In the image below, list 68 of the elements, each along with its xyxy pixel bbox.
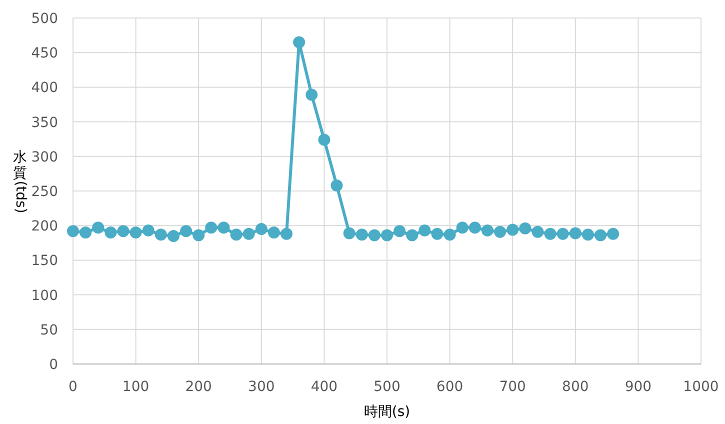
- point: [343, 227, 356, 240]
- point: [205, 222, 218, 234]
- point: [104, 226, 117, 239]
- point: [218, 222, 230, 234]
- point: [607, 228, 620, 240]
- point: [418, 224, 431, 236]
- point: [519, 222, 532, 234]
- point: [594, 229, 607, 242]
- y-tick-label: 200: [31, 218, 58, 235]
- point: [556, 228, 569, 240]
- point: [67, 225, 79, 238]
- y-tick-label: 100: [31, 288, 58, 304]
- point: [394, 225, 406, 238]
- point: [569, 227, 582, 240]
- point: [293, 36, 306, 48]
- point: [494, 226, 506, 238]
- point: [381, 229, 393, 242]
- point: [456, 222, 468, 234]
- y-tick-label: 450: [31, 46, 58, 62]
- point: [230, 228, 242, 241]
- y-tick-label: 400: [31, 80, 58, 96]
- x-tick-label: 800: [562, 379, 589, 395]
- x-tick-label: 300: [248, 379, 275, 395]
- x-tick-label: 400: [310, 379, 338, 395]
- y-axis-title: 水質(tds): [12, 150, 28, 214]
- point: [532, 226, 544, 238]
- point: [582, 228, 594, 241]
- y-tick-label: 300: [31, 149, 58, 166]
- point: [154, 228, 167, 241]
- x-tick-label: 700: [499, 379, 526, 395]
- point: [117, 225, 130, 238]
- point: [142, 224, 154, 236]
- point: [306, 88, 318, 101]
- point: [318, 134, 330, 146]
- y-tick-label: 0: [49, 357, 58, 373]
- point: [280, 228, 293, 240]
- point: [368, 229, 380, 242]
- point: [192, 229, 205, 242]
- y-tick-label: 150: [31, 253, 58, 270]
- point: [80, 226, 92, 239]
- y-tick-label: 350: [31, 114, 58, 131]
- point: [544, 228, 556, 240]
- x-tick-label: 600: [436, 379, 464, 395]
- x-tick-label: 1000: [683, 379, 719, 395]
- point: [242, 228, 255, 240]
- point: [180, 225, 192, 238]
- point: [268, 226, 280, 239]
- point: [431, 228, 444, 240]
- x-tick-label: 900: [624, 379, 652, 395]
- x-axis-title: 時間(s): [364, 404, 410, 420]
- x-tick-label: 200: [185, 379, 212, 395]
- point: [255, 223, 268, 236]
- x-tick-label: 0: [68, 379, 78, 395]
- point: [481, 224, 494, 236]
- point: [406, 229, 418, 242]
- point: [167, 230, 180, 242]
- point: [468, 222, 481, 234]
- point: [444, 228, 456, 241]
- y-tick-label: 50: [40, 322, 58, 338]
- point: [130, 226, 142, 239]
- point: [506, 224, 519, 236]
- point: [330, 179, 343, 192]
- point: [92, 222, 104, 234]
- point: [356, 228, 368, 241]
- x-tick-label: 100: [122, 379, 150, 395]
- y-tick-label: 500: [31, 11, 58, 27]
- y-tick-label: 250: [31, 184, 58, 200]
- x-tick-label: 500: [374, 379, 400, 395]
